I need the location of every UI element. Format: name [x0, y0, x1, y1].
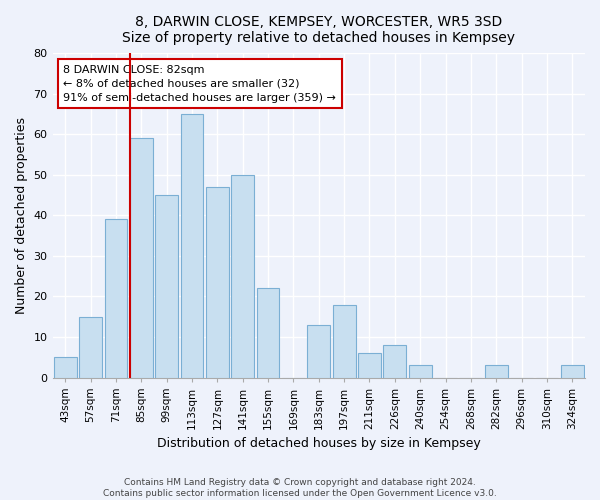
Bar [104, 220, 127, 378]
Bar [181, 114, 203, 378]
Bar [485, 366, 508, 378]
Bar [79, 316, 102, 378]
Bar [358, 353, 381, 378]
Bar [383, 345, 406, 378]
Bar [257, 288, 280, 378]
Bar [54, 358, 77, 378]
X-axis label: Distribution of detached houses by size in Kempsey: Distribution of detached houses by size … [157, 437, 481, 450]
Bar [561, 366, 584, 378]
Bar [231, 175, 254, 378]
Bar [206, 187, 229, 378]
Bar [155, 195, 178, 378]
Bar [409, 366, 431, 378]
Bar [307, 325, 330, 378]
Bar [333, 304, 356, 378]
Text: Contains HM Land Registry data © Crown copyright and database right 2024.
Contai: Contains HM Land Registry data © Crown c… [103, 478, 497, 498]
Text: 8 DARWIN CLOSE: 82sqm
← 8% of detached houses are smaller (32)
91% of semi-detac: 8 DARWIN CLOSE: 82sqm ← 8% of detached h… [63, 64, 336, 102]
Title: 8, DARWIN CLOSE, KEMPSEY, WORCESTER, WR5 3SD
Size of property relative to detach: 8, DARWIN CLOSE, KEMPSEY, WORCESTER, WR5… [122, 15, 515, 45]
Y-axis label: Number of detached properties: Number of detached properties [15, 117, 28, 314]
Bar [130, 138, 152, 378]
